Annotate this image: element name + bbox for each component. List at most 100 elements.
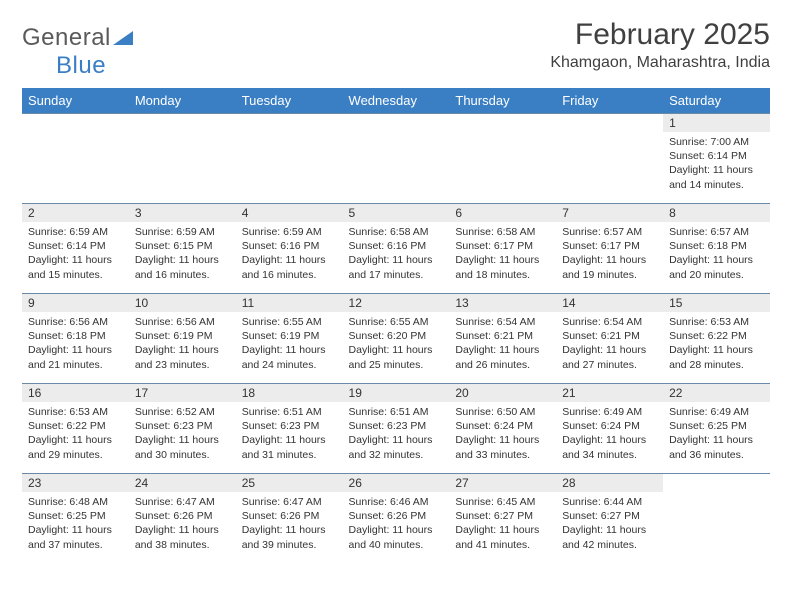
daylight-text: Daylight: 11 hours and 41 minutes. (455, 523, 550, 551)
calendar-cell: 9Sunrise: 6:56 AMSunset: 6:18 PMDaylight… (22, 294, 129, 384)
day-details: Sunrise: 6:56 AMSunset: 6:18 PMDaylight:… (22, 312, 129, 378)
day-details: Sunrise: 6:47 AMSunset: 6:26 PMDaylight:… (236, 492, 343, 558)
day-details: Sunrise: 6:49 AMSunset: 6:24 PMDaylight:… (556, 402, 663, 468)
day-number: 27 (449, 474, 556, 492)
calendar-cell: 25Sunrise: 6:47 AMSunset: 6:26 PMDayligh… (236, 474, 343, 564)
sunrise-text: Sunrise: 6:54 AM (562, 315, 657, 329)
sunset-text: Sunset: 6:14 PM (28, 239, 123, 253)
day-details: Sunrise: 7:00 AMSunset: 6:14 PMDaylight:… (663, 132, 770, 198)
sunrise-text: Sunrise: 6:58 AM (455, 225, 550, 239)
daylight-text: Daylight: 11 hours and 16 minutes. (242, 253, 337, 281)
daylight-text: Daylight: 11 hours and 21 minutes. (28, 343, 123, 371)
calendar-cell: . (22, 114, 129, 204)
day-details: Sunrise: 6:50 AMSunset: 6:24 PMDaylight:… (449, 402, 556, 468)
day-details: Sunrise: 6:55 AMSunset: 6:19 PMDaylight:… (236, 312, 343, 378)
sunset-text: Sunset: 6:19 PM (242, 329, 337, 343)
sunrise-text: Sunrise: 6:59 AM (135, 225, 230, 239)
day-number: 3 (129, 204, 236, 222)
calendar-cell: 5 Sunrise: 6:58 AMSunset: 6:16 PMDaylight… (343, 204, 450, 294)
sunset-text: Sunset: 6:24 PM (562, 419, 657, 433)
weekday-header-row: Sunday Monday Tuesday Wednesday Thursday… (22, 88, 770, 114)
calendar-cell: 14Sunrise: 6:54 AMSunset: 6:21 PMDayligh… (556, 294, 663, 384)
sunset-text: Sunset: 6:18 PM (669, 239, 764, 253)
sunrise-text: Sunrise: 6:57 AM (669, 225, 764, 239)
day-details: Sunrise: 6:51 AMSunset: 6:23 PMDaylight:… (343, 402, 450, 468)
day-number: 28 (556, 474, 663, 492)
day-number: 4 (236, 204, 343, 222)
sunrise-text: Sunrise: 6:59 AM (28, 225, 123, 239)
sunset-text: Sunset: 6:21 PM (562, 329, 657, 343)
calendar-cell: 11Sunrise: 6:55 AMSunset: 6:19 PMDayligh… (236, 294, 343, 384)
daylight-text: Daylight: 11 hours and 18 minutes. (455, 253, 550, 281)
day-number: 14 (556, 294, 663, 312)
daylight-text: Daylight: 11 hours and 17 minutes. (349, 253, 444, 281)
weekday-header: Friday (556, 88, 663, 114)
daylight-text: Daylight: 11 hours and 30 minutes. (135, 433, 230, 461)
sunset-text: Sunset: 6:17 PM (455, 239, 550, 253)
day-number: 15 (663, 294, 770, 312)
sunset-text: Sunset: 6:25 PM (669, 419, 764, 433)
calendar-cell: 16Sunrise: 6:53 AMSunset: 6:22 PMDayligh… (22, 384, 129, 474)
calendar-week-row: 23Sunrise: 6:48 AMSunset: 6:25 PMDayligh… (22, 474, 770, 564)
location: Khamgaon, Maharashtra, India (550, 54, 770, 72)
calendar-cell: . (449, 114, 556, 204)
day-number: 25 (236, 474, 343, 492)
daylight-text: Daylight: 11 hours and 19 minutes. (562, 253, 657, 281)
sunrise-text: Sunrise: 6:45 AM (455, 495, 550, 509)
sunset-text: Sunset: 6:22 PM (28, 419, 123, 433)
daylight-text: Daylight: 11 hours and 33 minutes. (455, 433, 550, 461)
day-details: Sunrise: 6:45 AMSunset: 6:27 PMDaylight:… (449, 492, 556, 558)
sunrise-text: Sunrise: 6:59 AM (242, 225, 337, 239)
calendar-cell: 17Sunrise: 6:52 AMSunset: 6:23 PMDayligh… (129, 384, 236, 474)
day-number: 7 (556, 204, 663, 222)
day-number: 9 (22, 294, 129, 312)
sunrise-text: Sunrise: 6:55 AM (349, 315, 444, 329)
day-details: Sunrise: 6:49 AMSunset: 6:25 PMDaylight:… (663, 402, 770, 468)
sunrise-text: Sunrise: 6:54 AM (455, 315, 550, 329)
sunset-text: Sunset: 6:19 PM (135, 329, 230, 343)
day-details: Sunrise: 6:55 AMSunset: 6:20 PMDaylight:… (343, 312, 450, 378)
calendar-cell: 13Sunrise: 6:54 AMSunset: 6:21 PMDayligh… (449, 294, 556, 384)
sunrise-text: Sunrise: 6:53 AM (669, 315, 764, 329)
sunrise-text: Sunrise: 6:49 AM (669, 405, 764, 419)
calendar-cell: 4 Sunrise: 6:59 AMSunset: 6:16 PMDaylight… (236, 204, 343, 294)
title-block: February 2025 Khamgaon, Maharashtra, Ind… (550, 18, 770, 72)
sunset-text: Sunset: 6:24 PM (455, 419, 550, 433)
calendar-cell: 23Sunrise: 6:48 AMSunset: 6:25 PMDayligh… (22, 474, 129, 564)
daylight-text: Daylight: 11 hours and 15 minutes. (28, 253, 123, 281)
logo-word-2: Blue (22, 52, 106, 79)
day-number: 12 (343, 294, 450, 312)
sunrise-text: Sunrise: 6:46 AM (349, 495, 444, 509)
sunrise-text: Sunrise: 6:48 AM (28, 495, 123, 509)
calendar-cell: 7Sunrise: 6:57 AMSunset: 6:17 PMDaylight… (556, 204, 663, 294)
calendar-cell: 24Sunrise: 6:47 AMSunset: 6:26 PMDayligh… (129, 474, 236, 564)
sunset-text: Sunset: 6:26 PM (242, 509, 337, 523)
month-title: February 2025 (550, 18, 770, 52)
day-number: 23 (22, 474, 129, 492)
sunrise-text: Sunrise: 6:56 AM (28, 315, 123, 329)
day-number: 1 (663, 114, 770, 132)
calendar-week-row: 9Sunrise: 6:56 AMSunset: 6:18 PMDaylight… (22, 294, 770, 384)
daylight-text: Daylight: 11 hours and 39 minutes. (242, 523, 337, 551)
sunrise-text: Sunrise: 6:58 AM (349, 225, 444, 239)
sunset-text: Sunset: 6:16 PM (242, 239, 337, 253)
calendar-cell: 12Sunrise: 6:55 AMSunset: 6:20 PMDayligh… (343, 294, 450, 384)
daylight-text: Daylight: 11 hours and 24 minutes. (242, 343, 337, 371)
daylight-text: Daylight: 11 hours and 37 minutes. (28, 523, 123, 551)
day-number: 24 (129, 474, 236, 492)
day-number: 5 (343, 204, 450, 222)
sunrise-text: Sunrise: 6:50 AM (455, 405, 550, 419)
day-number: 6 (449, 204, 556, 222)
calendar-cell: 19Sunrise: 6:51 AMSunset: 6:23 PMDayligh… (343, 384, 450, 474)
day-number: 18 (236, 384, 343, 402)
sunrise-text: Sunrise: 6:53 AM (28, 405, 123, 419)
day-number: 20 (449, 384, 556, 402)
sunset-text: Sunset: 6:17 PM (562, 239, 657, 253)
daylight-text: Daylight: 11 hours and 23 minutes. (135, 343, 230, 371)
daylight-text: Daylight: 11 hours and 26 minutes. (455, 343, 550, 371)
sunset-text: Sunset: 6:23 PM (349, 419, 444, 433)
day-number: 8 (663, 204, 770, 222)
sunset-text: Sunset: 6:16 PM (349, 239, 444, 253)
day-details: Sunrise: 6:59 AMSunset: 6:14 PMDaylight:… (22, 222, 129, 288)
calendar-cell: . (236, 114, 343, 204)
